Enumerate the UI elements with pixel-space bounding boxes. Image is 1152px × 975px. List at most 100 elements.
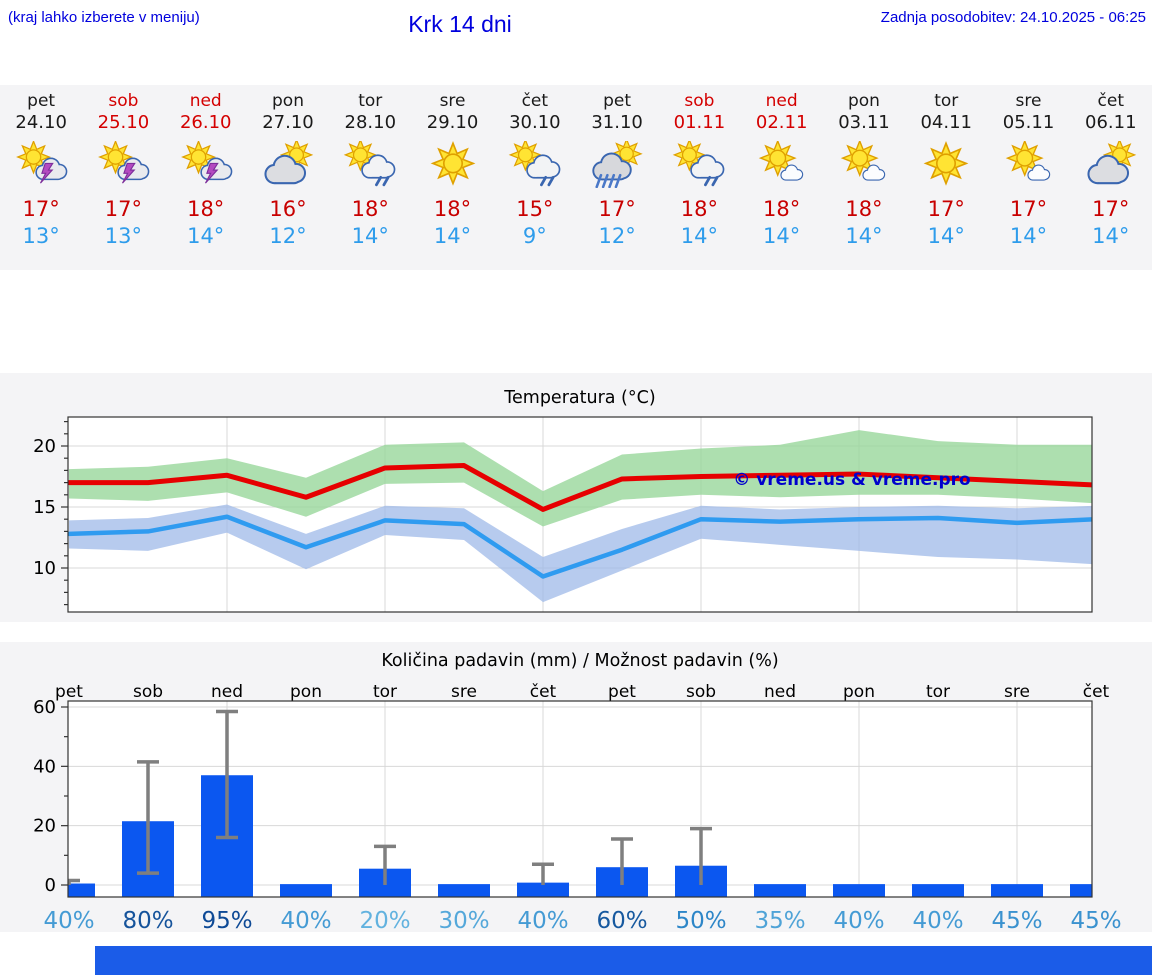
day-label: pon bbox=[290, 682, 322, 702]
high-temp-label: 17° bbox=[1092, 196, 1130, 221]
day-name-label: čet bbox=[1097, 91, 1125, 111]
precip-bar bbox=[991, 884, 1043, 897]
day-date-label: 29.10 bbox=[426, 112, 479, 134]
precip-bar bbox=[833, 884, 885, 897]
day-column: tor 28.10 18° 14° bbox=[329, 85, 411, 270]
day-column: pon 03.11 18° 14° bbox=[823, 85, 905, 270]
day-date-label: 04.11 bbox=[920, 112, 972, 134]
precip-probability-label: 40% bbox=[517, 908, 568, 932]
low-temp-label: 9° bbox=[522, 224, 547, 249]
precip-bar bbox=[280, 884, 332, 897]
day-name-label: sre bbox=[439, 91, 466, 111]
day-name-label: pon bbox=[847, 91, 880, 111]
day-name-label: pet bbox=[27, 91, 56, 111]
day-date-label: 31.10 bbox=[591, 112, 643, 134]
high-temp-label: 18° bbox=[680, 196, 718, 221]
high-temp-label: 18° bbox=[763, 196, 801, 221]
precip-probability-labels: 40% 80% 95% 40% 20% 30% 40% 60% 50% 35% 40% 40% 45% 4… bbox=[43, 908, 1121, 932]
day-name-label: čet bbox=[521, 91, 549, 111]
day-labels: pet sob ned pon tor sre čet pet sob ned pon tor sre č… bbox=[55, 682, 1110, 702]
day-column: čet 06.11 17° 14° bbox=[1070, 85, 1152, 270]
high-temp-label: 17° bbox=[22, 196, 60, 221]
low-temp-label: 14° bbox=[680, 224, 718, 249]
min-temp-range-band bbox=[69, 504, 1092, 603]
precip-probability-label: 40% bbox=[280, 908, 331, 932]
day-name-label: tor bbox=[358, 91, 383, 111]
mostly-cloudy-icon bbox=[1083, 141, 1139, 188]
precip-probability-label: 45% bbox=[991, 908, 1042, 932]
y-tick-label: 20 bbox=[33, 436, 56, 457]
high-temp-label: 18° bbox=[187, 196, 225, 221]
day-column: sob 25.10 17° 13° bbox=[82, 85, 164, 270]
precip-probability-label: 80% bbox=[122, 908, 173, 932]
day-column: sre 05.11 17° 14° bbox=[987, 85, 1069, 270]
precip-bar bbox=[68, 883, 95, 897]
day-label: sre bbox=[451, 682, 477, 702]
day-name-label: pet bbox=[603, 91, 632, 111]
y-tick-label: 40 bbox=[33, 756, 56, 777]
high-temp-label: 15° bbox=[516, 196, 554, 221]
high-temp-label: 16° bbox=[269, 196, 307, 221]
y-tick-label: 10 bbox=[33, 558, 56, 579]
day-name-label: sre bbox=[1015, 91, 1042, 111]
low-temp-label: 14° bbox=[927, 224, 965, 249]
y-tick-label: 0 bbox=[45, 875, 56, 896]
forecast-strip: pet 24.10 17° 13° sob 25.10 17° 13° ned 26.10 18° 1… bbox=[0, 85, 1152, 270]
y-axis: 0 20 40 60 bbox=[33, 697, 68, 896]
day-label: sre bbox=[1004, 682, 1030, 702]
location-hint: (kraj lahko izberete v meniju) bbox=[8, 9, 200, 26]
max-temp-line bbox=[68, 463, 1092, 512]
precip-probability-label: 95% bbox=[201, 908, 252, 932]
sunny-icon bbox=[918, 141, 974, 188]
y-tick-label: 20 bbox=[33, 816, 56, 837]
y-axis: 10 15 20 bbox=[33, 420, 68, 606]
precipitation-chart-title: Količina padavin (mm) / Možnost padavin … bbox=[381, 651, 778, 671]
high-temp-label: 17° bbox=[598, 196, 636, 221]
y-tick-label: 60 bbox=[33, 697, 56, 718]
sunny-icon bbox=[425, 141, 481, 188]
day-date-label: 27.10 bbox=[262, 112, 314, 134]
day-column: pet 31.10 17° 12° bbox=[576, 85, 658, 270]
precip-bar bbox=[438, 884, 490, 897]
precip-bar bbox=[517, 882, 569, 897]
day-date-label: 25.10 bbox=[97, 112, 150, 134]
low-temp-label: 14° bbox=[1009, 224, 1048, 249]
day-date-label: 24.10 bbox=[15, 112, 67, 134]
day-date-label: 28.10 bbox=[344, 112, 397, 134]
precip-bar bbox=[1070, 884, 1092, 897]
high-temp-label: 18° bbox=[845, 196, 883, 221]
day-column: sre 29.10 18° 14° bbox=[411, 85, 493, 270]
day-label: tor bbox=[373, 682, 397, 702]
low-temp-label: 13° bbox=[22, 224, 60, 249]
day-label: sob bbox=[133, 682, 163, 702]
day-date-label: 01.11 bbox=[673, 112, 726, 134]
day-name-label: ned bbox=[765, 91, 798, 111]
low-temp-label: 12° bbox=[598, 224, 636, 249]
page-title: Krk 14 dni bbox=[408, 11, 512, 37]
day-date-label: 02.11 bbox=[755, 112, 808, 134]
day-label: pon bbox=[843, 682, 875, 702]
precip-bar bbox=[754, 884, 806, 897]
precipitation-chart: 0 20 40 60 pet sob ned pon tor sre čet pet sob ned pon… bbox=[0, 642, 1152, 932]
low-temp-label: 14° bbox=[187, 224, 225, 249]
low-temp-label: 14° bbox=[1092, 224, 1130, 249]
day-label: pet bbox=[608, 682, 636, 702]
precip-probability-label: 50% bbox=[675, 908, 726, 932]
storm-icon bbox=[178, 141, 234, 188]
day-label: ned bbox=[764, 682, 796, 702]
day-column: ned 26.10 18° 14° bbox=[165, 85, 247, 270]
day-name-label: pon bbox=[272, 91, 304, 111]
precip-bar bbox=[912, 884, 964, 897]
precip-probability-label: 40% bbox=[912, 908, 963, 932]
max-temp-range-band bbox=[69, 430, 1092, 527]
sun-small-cloud-icon bbox=[754, 141, 810, 188]
low-temp-label: 12° bbox=[269, 224, 307, 249]
day-date-label: 03.11 bbox=[838, 112, 890, 134]
precip-probability-label: 20% bbox=[359, 908, 410, 932]
precip-probability-label: 30% bbox=[438, 908, 489, 932]
rain-light-icon bbox=[342, 141, 398, 188]
storm-icon bbox=[95, 141, 151, 188]
day-name-label: sob bbox=[108, 91, 139, 111]
high-temp-label: 18° bbox=[433, 196, 472, 221]
